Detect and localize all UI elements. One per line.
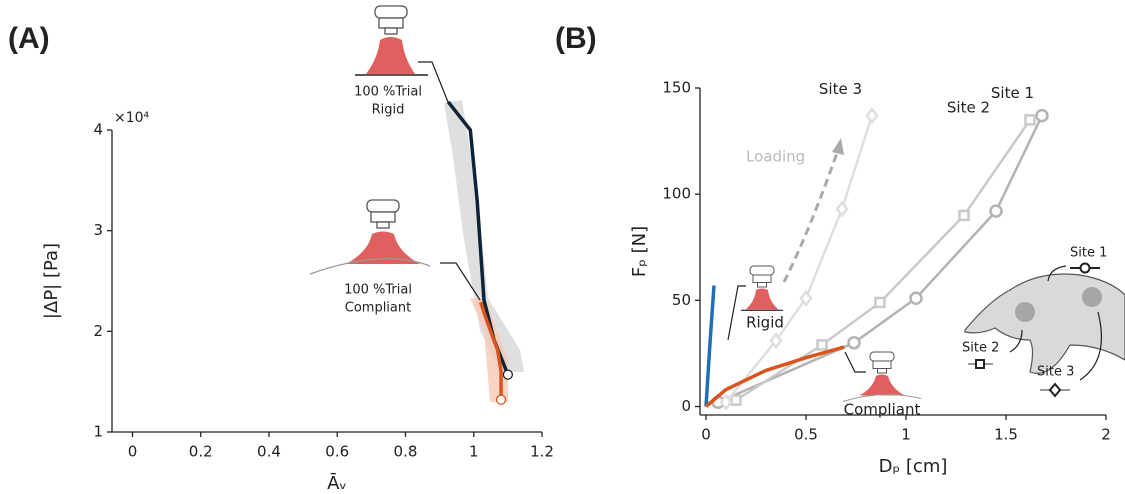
series-label: Compliant — [345, 301, 411, 316]
x-tick-label: 1.5 — [994, 426, 1018, 444]
x-axis-label: Āᵥ — [327, 472, 347, 494]
x-tick-label: 0.2 — [189, 443, 213, 461]
loading-arrow — [782, 149, 840, 283]
y-axis-label: |ΔP| [Pa] — [41, 243, 62, 319]
x-tick-label: 0.8 — [394, 443, 418, 461]
x-tick-label: 1.2 — [530, 443, 554, 461]
annotation: Loading — [746, 148, 805, 166]
marker — [989, 204, 1003, 218]
x-tick-label: 0.5 — [794, 426, 818, 444]
marker — [1035, 108, 1049, 123]
x-tick-label: 0 — [701, 426, 711, 444]
marker — [719, 393, 733, 411]
series-label: Rigid — [746, 314, 784, 332]
y-axis-label: Fₚ [N] — [629, 226, 650, 277]
marker — [816, 339, 828, 351]
marker — [958, 209, 970, 222]
leader — [844, 351, 866, 373]
marker — [865, 107, 879, 125]
panel-label: (B) — [555, 22, 597, 55]
y-tick-label: 50 — [672, 291, 691, 309]
y-tick-label: 0 — [681, 397, 691, 415]
inset-label: Site 3 — [1037, 365, 1074, 380]
series-label: Site 3 — [819, 80, 862, 98]
marker — [1024, 114, 1036, 126]
rigid-icon — [741, 265, 783, 311]
x-tick-label: 0 — [128, 443, 138, 461]
x-tick-label: 1 — [901, 426, 911, 444]
band — [444, 100, 524, 372]
inset-label: Site 1 — [1070, 246, 1107, 261]
series-label: 100 %Trial — [354, 85, 422, 100]
x-tick-label: 2 — [1101, 426, 1111, 444]
marker — [847, 336, 861, 350]
loading-arrow — [832, 138, 844, 155]
dolphin-inset — [964, 262, 1125, 398]
series-label: Site 2 — [947, 98, 990, 116]
y-tick-label: 3 — [93, 221, 103, 239]
x-axis-label: Dₚ [cm] — [879, 456, 948, 477]
marker — [874, 296, 886, 309]
end-marker — [495, 394, 507, 405]
y-tick-label: 100 — [662, 185, 691, 203]
compliant-icon — [309, 199, 481, 301]
y-tick-label: 2 — [93, 322, 103, 340]
series-label: Compliant — [844, 401, 921, 419]
marker — [769, 332, 783, 350]
compliant-icon — [842, 351, 922, 402]
panel-label: (A) — [8, 22, 50, 55]
marker — [799, 289, 813, 307]
x-tick-label: 0.6 — [325, 443, 349, 461]
series-line — [704, 345, 845, 408]
marker — [835, 200, 849, 218]
series-line — [478, 301, 503, 400]
y-multiplier: ×10⁴ — [114, 110, 150, 126]
leader — [727, 285, 746, 341]
band — [470, 298, 508, 402]
end-marker — [502, 369, 514, 380]
y-tick-label: 150 — [662, 79, 691, 97]
y-tick-label: 4 — [93, 121, 103, 139]
series-label: Rigid — [372, 103, 405, 118]
series-label: 100 %Trial — [344, 283, 412, 298]
y-tick-label: 1 — [93, 423, 103, 441]
marker — [909, 291, 923, 305]
series-line — [704, 285, 716, 407]
marker — [730, 394, 742, 406]
series-label: Site 1 — [991, 84, 1034, 102]
rigid-icon — [355, 5, 449, 103]
inset-label: Site 2 — [962, 341, 999, 356]
x-tick-label: 0.4 — [257, 443, 281, 461]
x-tick-label: 1 — [469, 443, 479, 461]
